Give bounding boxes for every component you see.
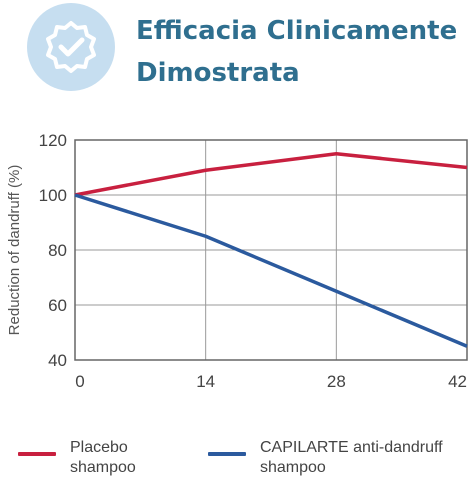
legend-label-placebo-line1: Placebo [70, 439, 128, 456]
legend-label-capilarte-line1: CAPILARTE anti-dandruff [260, 439, 443, 456]
x-tick-label: 42 [448, 372, 467, 391]
legend-label-placebo: Placebo shampoo [70, 438, 136, 478]
y-tick-label: 80 [48, 241, 67, 260]
badge-background [27, 3, 115, 91]
x-tick-label: 28 [327, 372, 346, 391]
legend-swatch-placebo [18, 452, 56, 456]
plot-border [74, 139, 468, 361]
legend-label-capilarte: CAPILARTE anti-dandruff shampoo [260, 438, 443, 478]
title-line-1: Efficacia Clinicamente [136, 16, 458, 46]
badge-seal-outline [46, 21, 96, 73]
verified-badge-icon [27, 3, 115, 91]
legend-label-capilarte-line2: shampoo [260, 459, 326, 476]
x-tick-label: 0 [75, 372, 84, 391]
y-tick-label: 60 [48, 296, 67, 315]
dandruff-reduction-line-chart: 40 60 80 100 120 0 14 28 42 Reduction of dandru… [6, 131, 468, 391]
y-tick-label: 100 [39, 186, 67, 205]
y-tick-label: 120 [39, 131, 67, 150]
badge-checkmark [58, 37, 85, 57]
y-tick-label: 40 [48, 351, 67, 370]
page-title: Efficacia Clinicamente Dimostrata [136, 10, 466, 94]
series-line-capilarte [74, 193, 468, 348]
y-axis-label: Reduction of dandruff (%) [6, 165, 23, 336]
chart-legend: Placebo shampoo CAPILARTE anti-dandruff … [0, 438, 471, 480]
chart-plot-frame [74, 139, 468, 361]
x-axis-ticks: 0 14 28 42 [75, 372, 467, 391]
x-tick-label: 14 [196, 372, 215, 391]
legend-swatch-capilarte [208, 452, 246, 456]
y-axis-ticks: 40 60 80 100 120 [39, 131, 67, 370]
title-line-2: Dimostrata [136, 58, 300, 88]
chart-series [74, 152, 468, 348]
series-line-placebo [74, 152, 468, 197]
legend-label-placebo-line2: shampoo [70, 459, 136, 476]
chart-grid [74, 139, 468, 361]
